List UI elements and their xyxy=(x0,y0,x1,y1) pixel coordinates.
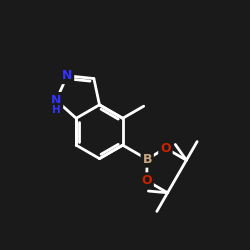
Text: H: H xyxy=(52,105,60,115)
Text: B: B xyxy=(142,153,152,166)
Text: O: O xyxy=(160,142,171,154)
Text: O: O xyxy=(141,174,152,187)
Text: N: N xyxy=(62,69,72,82)
Text: N: N xyxy=(51,94,62,107)
